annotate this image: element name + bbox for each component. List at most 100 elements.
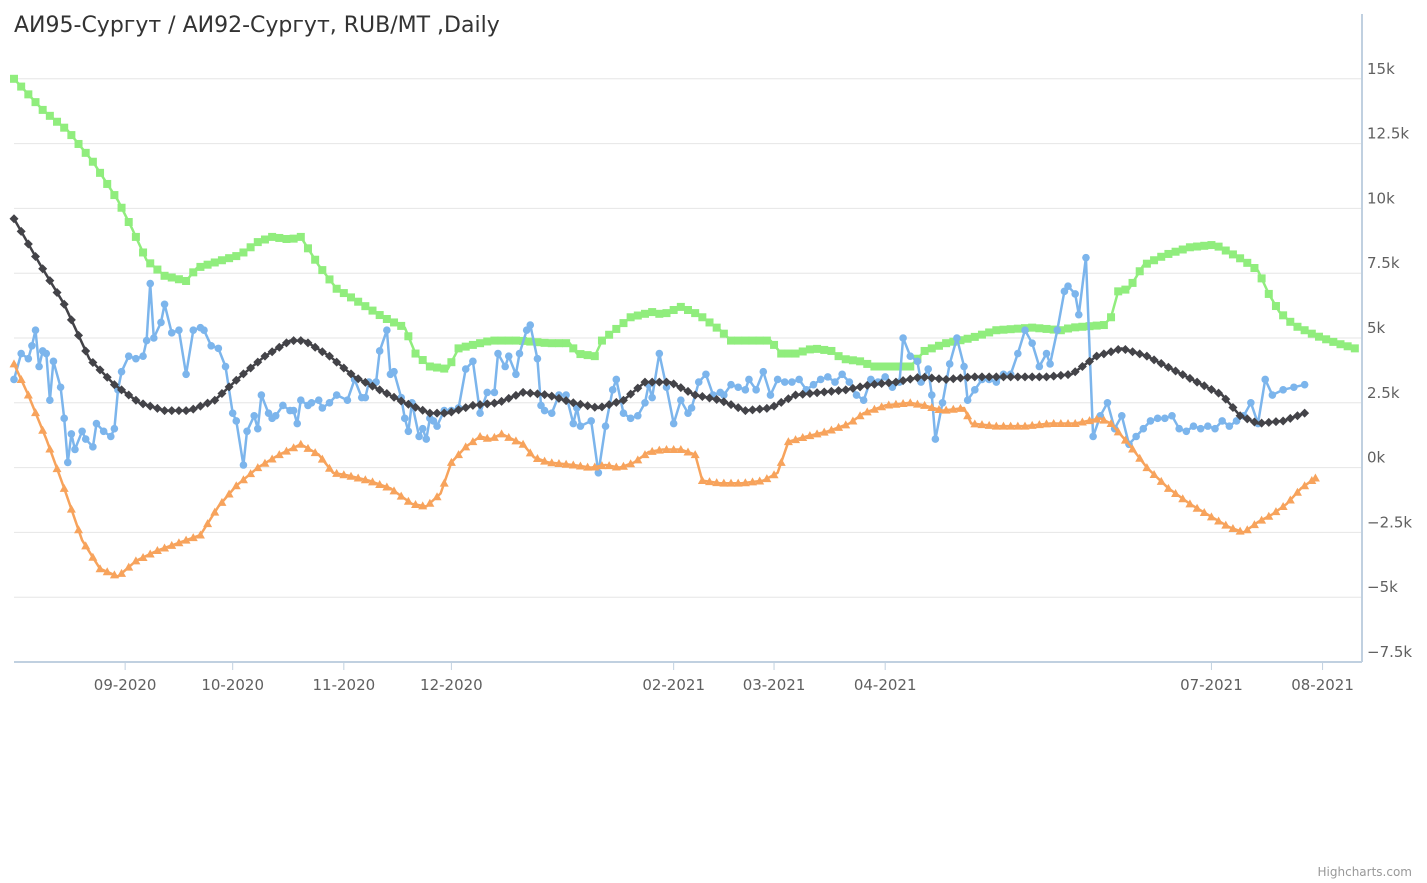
data-point [31,98,40,107]
data-point [676,444,686,453]
data-point [1156,476,1166,485]
data-point [145,549,155,558]
data-point [740,478,750,487]
y-tick-label: 2.5k [1367,384,1400,402]
data-point [1128,347,1138,357]
data-point [691,309,700,318]
data-point [132,354,140,363]
data-point [181,535,191,544]
data-point [1006,421,1016,430]
data-point [415,432,423,441]
data-point [1214,516,1224,525]
data-point [741,386,750,394]
data-point [59,483,69,492]
data-point [347,293,355,302]
data-point [1278,416,1288,426]
data-point [1106,419,1116,428]
data-point [432,492,442,501]
data-point [809,380,818,389]
data-point [906,362,915,371]
data-point [267,347,277,357]
data-point [905,374,915,384]
data-point [17,82,26,91]
data-point [181,406,191,416]
data-point [862,407,872,416]
data-point [157,318,165,327]
x-tick-label: 04-2021 [854,676,917,694]
data-point [38,264,48,274]
data-point [1089,432,1097,441]
data-point [1027,372,1037,382]
data-point [669,306,678,315]
data-point [23,390,33,399]
data-point [898,399,908,408]
data-point [1056,419,1066,428]
data-point [66,504,76,513]
y-tick-label: 5k [1367,319,1386,337]
data-point [1035,324,1044,333]
data-point [1286,317,1295,326]
data-point [296,336,306,346]
data-point [246,363,256,373]
data-point [1228,402,1238,412]
data-point [66,315,76,325]
data-point [1128,278,1137,287]
data-point [1175,424,1183,433]
data-point [188,533,198,542]
data-point [661,444,671,453]
data-point [1257,515,1267,524]
data-point [992,326,1001,335]
data-point [899,334,907,342]
data-point [999,325,1008,334]
data-point [267,454,277,463]
data-point [626,313,635,322]
data-point [17,349,25,358]
data-point [669,379,679,389]
data-point [576,350,585,359]
data-point [834,352,843,361]
data-point [124,352,133,360]
data-point [726,478,736,487]
data-point [67,430,76,438]
data-point [217,389,227,399]
data-point [239,461,248,469]
data-point [1034,420,1044,429]
data-point [461,365,470,373]
data-point [748,477,758,486]
data-point [677,396,685,405]
data-point [1200,241,1209,250]
highcharts-credit[interactable]: Highcharts.com [1318,865,1412,879]
data-point [697,392,707,402]
data-point [884,362,893,371]
data-point [941,374,951,384]
data-point [619,319,628,328]
data-point [562,339,571,348]
data-point [1271,507,1281,516]
data-point [418,405,428,415]
data-point [611,397,621,407]
data-point [748,336,757,345]
data-point [949,337,958,346]
data-point [1135,453,1145,462]
data-point [515,349,524,358]
data-point [1085,356,1095,366]
data-point [597,336,606,345]
data-point [812,388,822,398]
data-point [1163,483,1173,492]
data-point [1114,287,1123,296]
data-point [1006,325,1015,334]
data-point [317,454,327,463]
data-point [71,445,79,454]
data-point [568,460,578,469]
data-point [131,556,141,565]
data-point [977,420,987,429]
data-point [160,300,169,309]
data-point [403,496,413,505]
data-point [612,375,621,384]
data-point [590,462,600,471]
data-point [533,338,542,347]
data-point [203,260,212,269]
data-point [805,389,815,399]
data-point [210,395,220,405]
